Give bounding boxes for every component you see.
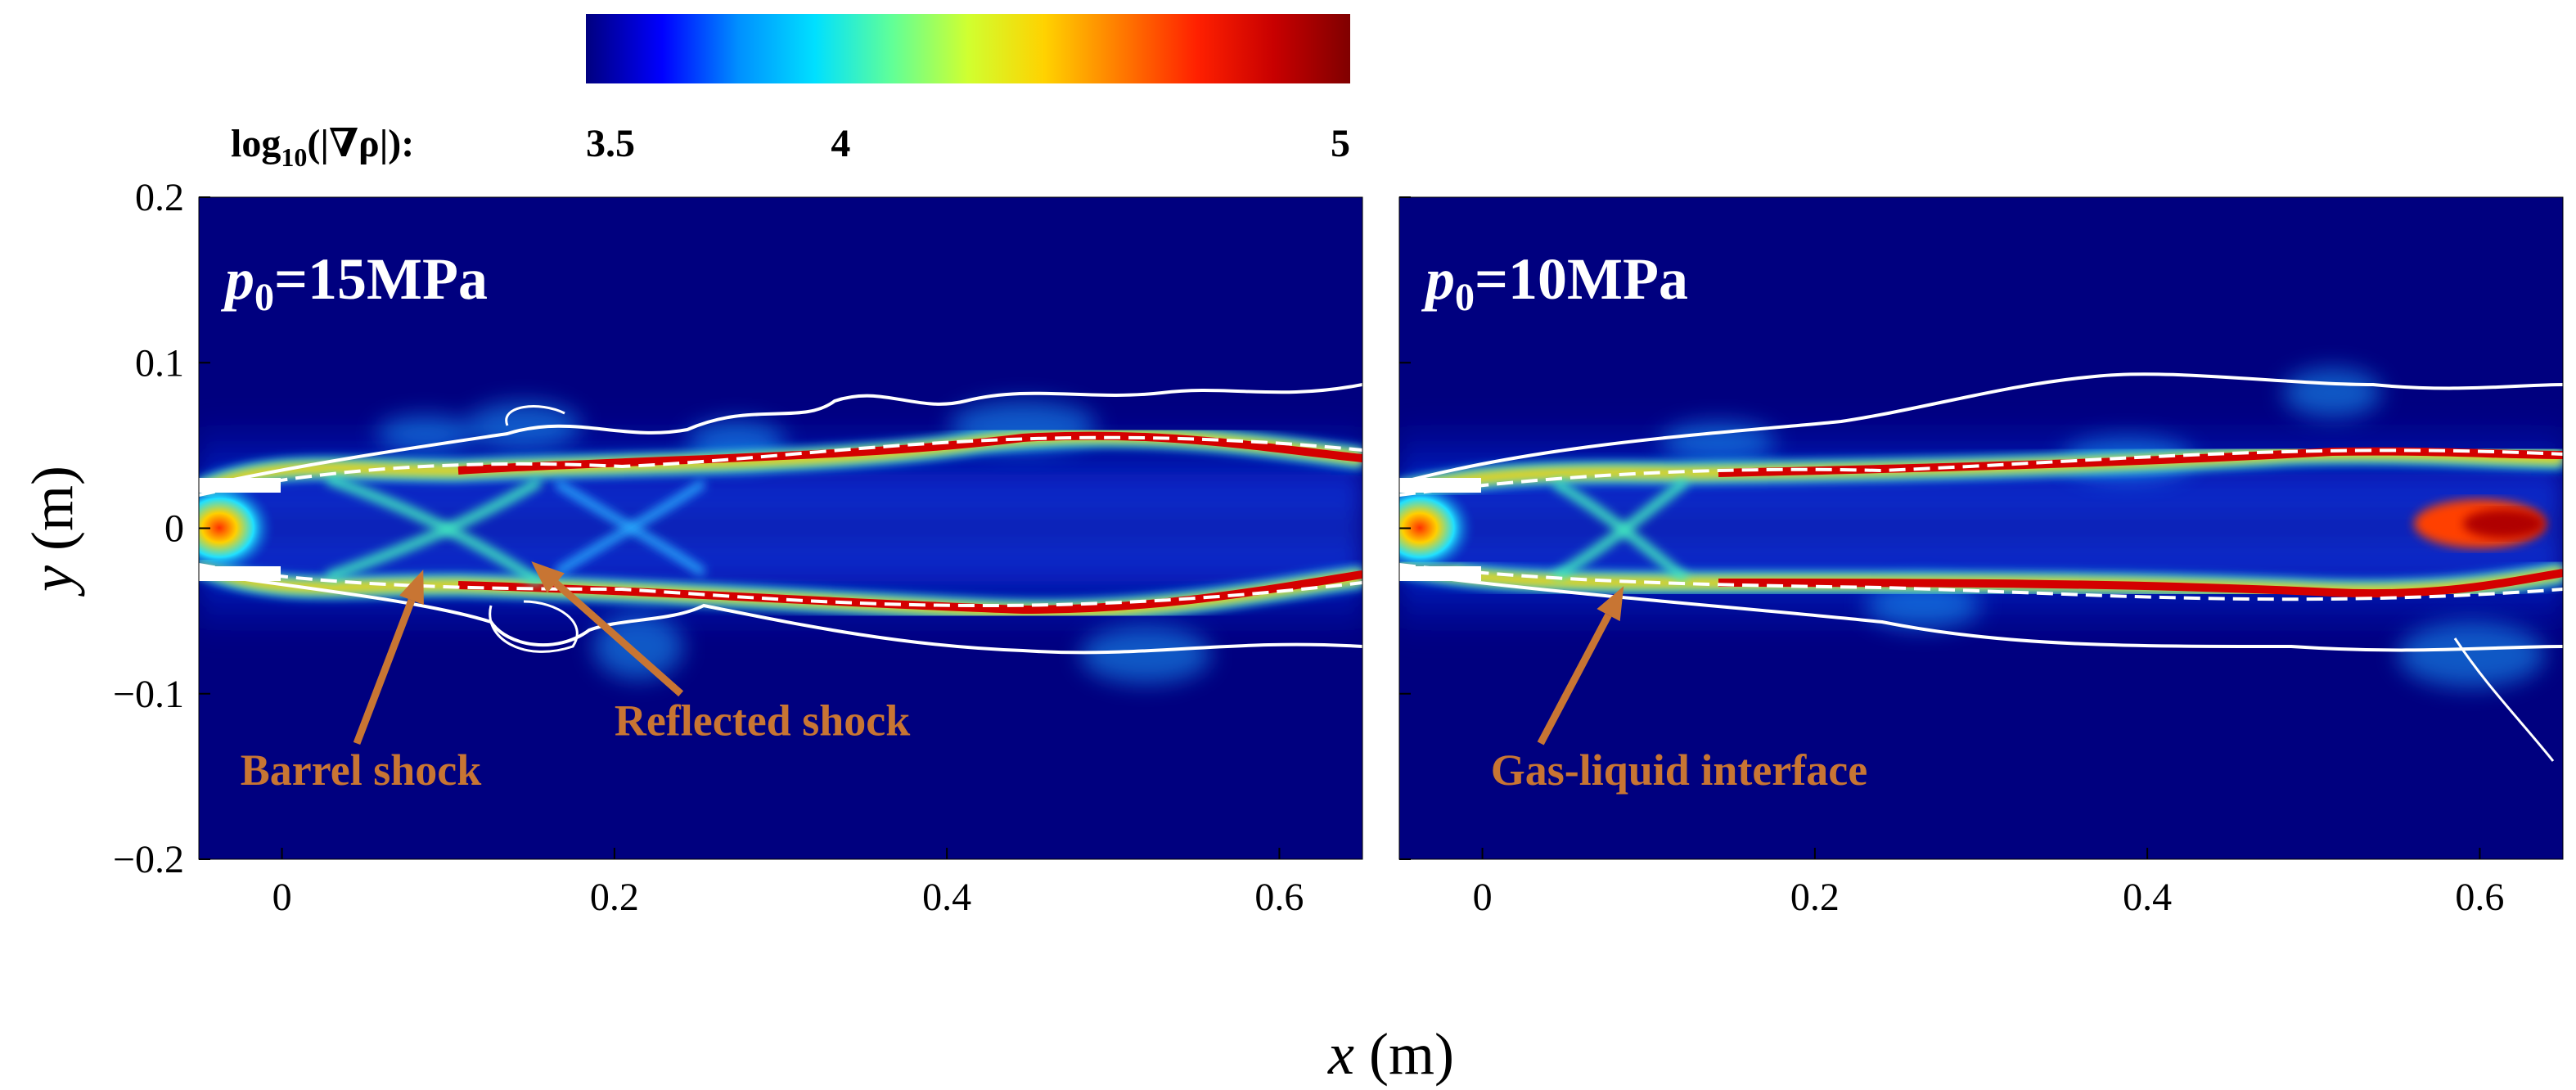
panel-title: p0=15MPa (220, 246, 488, 319)
density-gradient-field (1399, 368, 2563, 762)
annotation-label: Barrel shock (241, 745, 482, 795)
annotation-arrowhead (399, 570, 424, 606)
y-tick-label: −0.1 (113, 673, 184, 716)
x-axis-label: x (m) (1327, 1021, 1454, 1087)
x-tick-label: 0.4 (2123, 876, 2172, 919)
annotation-arrowhead (1596, 586, 1624, 622)
x-tick-label: 0 (272, 876, 292, 919)
colorbar-ticks: 3.5 4 5 (586, 122, 1350, 165)
annotation-label: Reflected shock (615, 696, 910, 745)
annotation-label: Gas-liquid interface (1491, 745, 1867, 795)
x-tick-label: 0.4 (922, 876, 971, 919)
heatmap-panel-10mpa: p0=10MPa 0 0.2 0.4 0.6 Gas-liquid interface (1398, 196, 2564, 919)
y-tick-label: 0 (164, 507, 184, 551)
y-tick-label: −0.2 (113, 838, 184, 881)
annotations: Barrel shock Reflected shock (241, 561, 910, 795)
annotation-arrow (553, 580, 684, 697)
heatmap-panel-15mpa: p0=15MPa 0 0.2 0.4 0.6 0.2 0.1 0 −0.1 −0.2 Barre… (113, 176, 1363, 919)
y-tick-label: 0.1 (135, 341, 184, 385)
axis-ticks: 0 0.2 0.4 0.6 (1399, 196, 2504, 919)
x-tick-label: 0.2 (590, 876, 639, 919)
axis-ticks: 0 0.2 0.4 0.6 0.2 0.1 0 −0.1 −0.2 (113, 176, 1304, 919)
x-tick-label: 0.6 (2455, 876, 2504, 919)
x-tick-label: 0 (1473, 876, 1493, 919)
y-tick-label: 0.2 (135, 176, 184, 219)
colorbar-tick-label: 4 (831, 122, 850, 165)
density-gradient-field (199, 383, 1362, 683)
colorbar-tick-label: 5 (1331, 122, 1350, 165)
panel-title: p0=10MPa (1421, 246, 1688, 319)
x-tick-label: 0.6 (1254, 876, 1304, 919)
colorbar (586, 14, 1350, 83)
y-axis-label: y (m) (20, 466, 85, 597)
annotation-arrow (353, 598, 416, 745)
colorbar-tick-label: 3.5 (586, 122, 635, 165)
x-tick-label: 0.2 (1790, 876, 1840, 919)
annotation-arrowhead (531, 561, 565, 593)
annotations: Gas-liquid interface (1491, 586, 1867, 795)
annotation-arrow (1537, 613, 1612, 745)
colorbar-label: log10(|∇ρ|): (231, 122, 414, 172)
